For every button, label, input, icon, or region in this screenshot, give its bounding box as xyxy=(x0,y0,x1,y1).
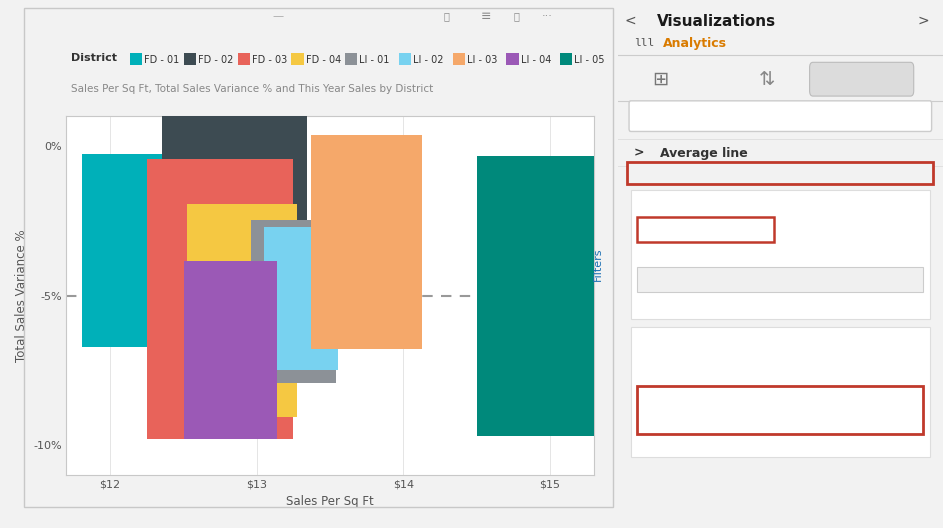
Text: ≡: ≡ xyxy=(481,10,491,23)
Text: LI - 02: LI - 02 xyxy=(413,55,443,65)
Text: + Add line: + Add line xyxy=(651,223,712,236)
Text: LI - 01: LI - 01 xyxy=(359,55,389,65)
FancyBboxPatch shape xyxy=(637,217,774,242)
Text: ⊚: ⊚ xyxy=(857,70,873,89)
FancyBboxPatch shape xyxy=(637,386,923,434)
FancyBboxPatch shape xyxy=(162,30,307,310)
Text: FD - 04: FD - 04 xyxy=(306,55,340,65)
Text: Median line 1: Median line 1 xyxy=(651,273,730,286)
Text: <: < xyxy=(624,14,636,28)
FancyBboxPatch shape xyxy=(810,62,914,96)
Text: Analytics: Analytics xyxy=(663,37,727,50)
FancyBboxPatch shape xyxy=(631,190,930,319)
Text: ⇅: ⇅ xyxy=(759,70,775,89)
Text: ○  Search: ○ Search xyxy=(651,110,708,122)
Text: Average line: Average line xyxy=(660,147,748,159)
FancyBboxPatch shape xyxy=(629,101,932,131)
FancyBboxPatch shape xyxy=(631,327,930,457)
Text: ∨: ∨ xyxy=(637,329,647,342)
Text: —: — xyxy=(273,12,284,22)
Text: Median line: Median line xyxy=(663,166,744,179)
FancyBboxPatch shape xyxy=(637,267,923,292)
Text: >: > xyxy=(918,14,929,28)
Text: FD - 03: FD - 03 xyxy=(252,55,287,65)
Text: District: District xyxy=(71,53,117,63)
Text: lll: lll xyxy=(634,39,654,48)
Text: FD - 02: FD - 02 xyxy=(198,55,234,65)
Text: 📌: 📌 xyxy=(443,12,449,22)
Text: LI - 03: LI - 03 xyxy=(467,55,497,65)
Text: ···: ··· xyxy=(542,12,554,22)
FancyBboxPatch shape xyxy=(627,162,934,184)
Text: Visualizations: Visualizations xyxy=(656,14,776,29)
Text: ✎  ✕: ✎ ✕ xyxy=(885,275,908,284)
Text: ∨: ∨ xyxy=(637,166,647,179)
FancyBboxPatch shape xyxy=(184,260,276,439)
FancyBboxPatch shape xyxy=(82,154,182,347)
Text: ∨: ∨ xyxy=(904,404,913,417)
Text: ⛶: ⛶ xyxy=(514,12,520,22)
FancyBboxPatch shape xyxy=(147,159,292,439)
FancyBboxPatch shape xyxy=(264,228,338,370)
X-axis label: Sales Per Sq Ft: Sales Per Sq Ft xyxy=(286,495,374,508)
Text: Series: Series xyxy=(660,329,703,342)
Text: Apply settings to: Apply settings to xyxy=(644,194,757,206)
Text: ⊞: ⊞ xyxy=(652,70,669,89)
Text: Sales Per Sq Ft, Total Sales Variance % and This Year Sales by District: Sales Per Sq Ft, Total Sales Variance % … xyxy=(71,84,433,95)
Text: Filters: Filters xyxy=(593,247,603,281)
Text: >: > xyxy=(634,147,644,159)
FancyBboxPatch shape xyxy=(187,204,297,418)
FancyBboxPatch shape xyxy=(477,156,622,436)
Text: LI - 04: LI - 04 xyxy=(521,55,551,65)
Y-axis label: Total Sales Variance %: Total Sales Variance % xyxy=(15,229,27,362)
Text: LI - 05: LI - 05 xyxy=(574,55,604,65)
Text: Series: Series xyxy=(644,366,680,379)
FancyBboxPatch shape xyxy=(311,135,422,348)
Text: FD - 01: FD - 01 xyxy=(144,55,179,65)
Text: Total Sales Variance %: Total Sales Variance % xyxy=(651,404,783,417)
FancyBboxPatch shape xyxy=(251,220,336,383)
